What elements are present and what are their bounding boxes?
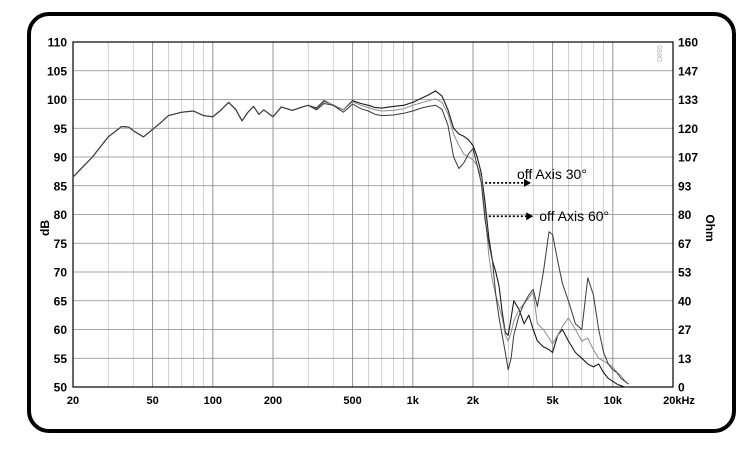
y-tick-label-left: 55 — [54, 352, 68, 366]
y-tick-label-right: 53 — [678, 266, 692, 280]
x-tick-label: 200 — [264, 395, 282, 407]
x-tick-label: 100 — [204, 395, 222, 407]
y-tick-label-right: 80 — [678, 208, 692, 222]
y-tick-label-left: 100 — [47, 93, 67, 107]
y-tick-label-right: 40 — [678, 294, 692, 308]
x-tick-label: 1k — [407, 395, 420, 407]
y-tick-label-left: 60 — [54, 323, 68, 337]
right-axis-ticks: 160 147 133 120 107 93 80 67 53 40 27 13 0 — [678, 36, 698, 395]
y-tick-label-left: 80 — [54, 208, 68, 222]
x-tick-label: 50 — [146, 395, 158, 407]
annotation-label: off Axis 60° — [539, 208, 609, 224]
y-tick-label-left: 95 — [54, 122, 68, 136]
plot-area-border — [72, 41, 674, 388]
x-tick-label: 10k — [604, 395, 623, 407]
y-tick-label-right: 27 — [678, 323, 692, 337]
x-tick-label: 20 — [67, 395, 79, 407]
y-tick-label-left: 65 — [54, 294, 68, 308]
y-tick-label-left: 105 — [47, 64, 67, 78]
y-tick-label-right: 120 — [678, 122, 698, 136]
annotation-arrow-head — [526, 212, 534, 221]
y-tick-label-left: 50 — [54, 381, 68, 395]
y-axis-label-right: Ohm — [703, 214, 717, 241]
annotations: off Axis 30° off Axis 60° — [485, 166, 609, 224]
annotation-arrow-head — [524, 178, 532, 187]
y-tick-label-right: 107 — [678, 151, 698, 165]
y-tick-label-right: 147 — [678, 64, 698, 78]
y-tick-label-right: 160 — [678, 36, 698, 50]
y-tick-label-right: 0 — [678, 381, 685, 395]
y-tick-label-left: 70 — [54, 266, 68, 280]
series-line-3 — [72, 101, 629, 385]
y-tick-label-left: 85 — [54, 179, 68, 193]
y-tick-label-left: 90 — [54, 151, 68, 165]
y-tick-label-right: 67 — [678, 237, 692, 251]
y-tick-label-left: 75 — [54, 237, 68, 251]
y-axis-label-left: dB — [38, 220, 52, 236]
x-tick-label: 5k — [546, 395, 559, 407]
y-tick-label-right: 13 — [678, 352, 692, 366]
x-tick-label: 500 — [343, 395, 361, 407]
left-axis-ticks: 110 105 100 95 90 85 80 75 70 65 60 55 50 — [47, 36, 67, 395]
y-tick-label-right: 133 — [678, 93, 698, 107]
x-tick-label: 2k — [467, 395, 480, 407]
x-tick-label: 20kHz — [663, 395, 695, 407]
annotation-label: off Axis 30° — [517, 166, 587, 182]
x-axis-ticks: 20 50 100 200 500 1k 2k 5k 10k 20kHz — [67, 395, 696, 407]
watermark-text: D895 — [657, 45, 664, 62]
outer-frame — [27, 12, 736, 433]
y-tick-label-left: 110 — [48, 36, 68, 50]
series-layer — [72, 90, 629, 388]
y-tick-label-right: 93 — [678, 179, 692, 193]
